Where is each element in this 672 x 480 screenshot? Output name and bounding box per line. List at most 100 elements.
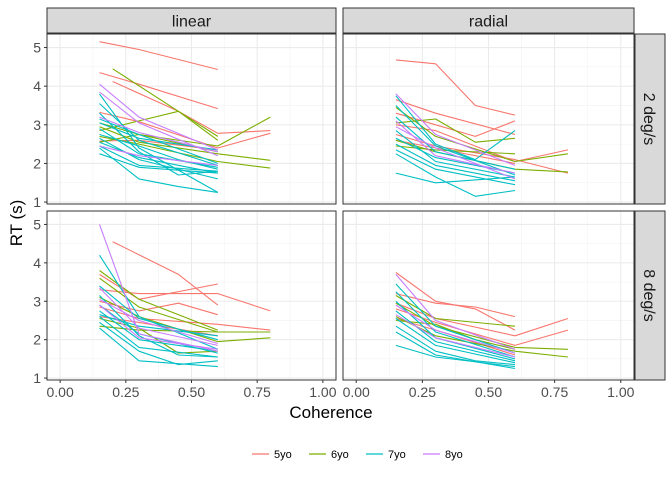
strip-label: radial: [469, 14, 508, 31]
series-line-7yo: [395, 137, 516, 174]
series-line-8yo: [99, 298, 218, 345]
series-line-5yo: [99, 306, 271, 331]
x-tick-label: 0.00: [343, 384, 370, 400]
y-tick-label: 4: [33, 255, 41, 271]
strip-col-radial: radial: [342, 7, 635, 34]
x-tick-label: 0.50: [475, 384, 502, 400]
x-tick-label: 1.00: [607, 384, 634, 400]
series-line-7yo: [99, 310, 218, 352]
series-line-6yo: [99, 270, 219, 331]
series-line-7yo: [395, 318, 516, 364]
series-line-5yo: [395, 124, 569, 163]
series-line-5yo: [395, 293, 516, 318]
y-tick-label: 2: [33, 332, 41, 348]
series-line-7yo: [99, 133, 218, 170]
series-line-6yo: [99, 126, 271, 161]
y-tick-label: 3: [33, 293, 41, 309]
series-line-5yo: [99, 289, 271, 312]
series-line-7yo: [395, 130, 516, 178]
series-line-6yo: [395, 145, 516, 155]
y-tick-label: 3: [33, 117, 41, 133]
series-line-8yo: [395, 93, 516, 166]
series-line-8yo: [395, 304, 516, 354]
series-line-7yo: [99, 112, 218, 176]
series-line-7yo: [99, 295, 218, 358]
strip-col-linear: linear: [46, 7, 337, 34]
series-line-7yo: [99, 103, 218, 166]
series-line-8yo: [99, 287, 218, 346]
series-line-5yo: [99, 72, 218, 110]
series-line-7yo: [99, 141, 218, 174]
y-tick-label: 4: [33, 78, 41, 94]
series-line-6yo: [99, 110, 219, 137]
series-line-7yo: [395, 291, 516, 358]
series-line-8yo: [395, 274, 516, 350]
x-tick-label: 0.25: [409, 384, 436, 400]
series-line-7yo: [395, 325, 516, 366]
series-line-5yo: [395, 308, 569, 346]
panel-radial-2-deg-s: [342, 33, 635, 205]
series-line-5yo: [395, 133, 569, 174]
series-line-6yo: [99, 277, 271, 333]
series-line-7yo: [395, 116, 516, 170]
legend-label: 8yo: [445, 449, 463, 461]
legend-item-8yo: 8yo: [423, 449, 463, 461]
strip-row-8-deg-s: 8 deg/s: [634, 210, 666, 381]
series-line-7yo: [395, 310, 516, 362]
series-line-7yo: [395, 283, 516, 354]
x-tick-label: 0.75: [244, 384, 271, 400]
x-axis-title: Coherence: [289, 403, 372, 422]
strip-row-2-deg-s: 2 deg/s: [634, 33, 666, 205]
legend-item-5yo: 5yo: [252, 449, 292, 461]
strip-label: linear: [172, 14, 212, 31]
series-line-6yo: [395, 106, 568, 163]
series-line-7yo: [395, 344, 516, 368]
series-line-7yo: [395, 172, 516, 184]
series-line-7yo: [99, 153, 218, 174]
series-line-8yo: [99, 83, 219, 151]
series-line-8yo: [99, 304, 218, 350]
series-line-5yo: [395, 99, 516, 136]
panel-border: [46, 33, 337, 205]
strip-background: [46, 7, 337, 34]
series-line-7yo: [99, 254, 219, 350]
x-tick-label: 0.50: [178, 384, 205, 400]
series-line-7yo: [99, 321, 218, 366]
series-line-7yo: [99, 314, 218, 337]
series-line-5yo: [395, 59, 516, 116]
strip-background: [634, 210, 666, 381]
series-line-6yo: [395, 319, 516, 350]
legend-item-7yo: 7yo: [366, 449, 406, 461]
series-line-5yo: [112, 241, 219, 306]
panel-linear-2-deg-s: [46, 33, 337, 205]
strips-layer: linear radial 2 deg/s 8 deg/s: [46, 7, 666, 381]
series-line-7yo: [395, 105, 516, 176]
y-tick-label: 2: [33, 155, 41, 171]
y-axis-title: RT (s): [7, 200, 26, 247]
series-line-6yo: [99, 116, 271, 147]
series-line-7yo: [395, 95, 516, 161]
legend-label: 7yo: [388, 449, 406, 461]
series-line-8yo: [99, 145, 218, 166]
strip-background: [634, 33, 666, 205]
series-line-7yo: [99, 147, 218, 193]
series-line-8yo: [99, 116, 218, 153]
series-line-7yo: [99, 122, 218, 151]
series-line-8yo: [395, 314, 516, 358]
series-line-8yo: [99, 91, 219, 157]
strip-label: 8 deg/s: [640, 269, 657, 321]
legend-label: 5yo: [274, 449, 292, 461]
series-line-7yo: [99, 316, 218, 358]
series-line-7yo: [99, 93, 219, 193]
y-tick-label: 5: [33, 216, 41, 232]
x-tick-label: 0.75: [541, 384, 568, 400]
series-line-5yo: [395, 302, 569, 337]
panels-layer: [46, 33, 635, 381]
series-line-7yo: [99, 327, 218, 368]
panel-radial-8-deg-s: [342, 210, 635, 381]
legend: 5yo 6yo 7yo 8yo: [252, 449, 463, 461]
panel-linear-8-deg-s: [46, 210, 337, 381]
series-line-7yo: [99, 145, 218, 172]
series-line-7yo: [395, 331, 516, 370]
